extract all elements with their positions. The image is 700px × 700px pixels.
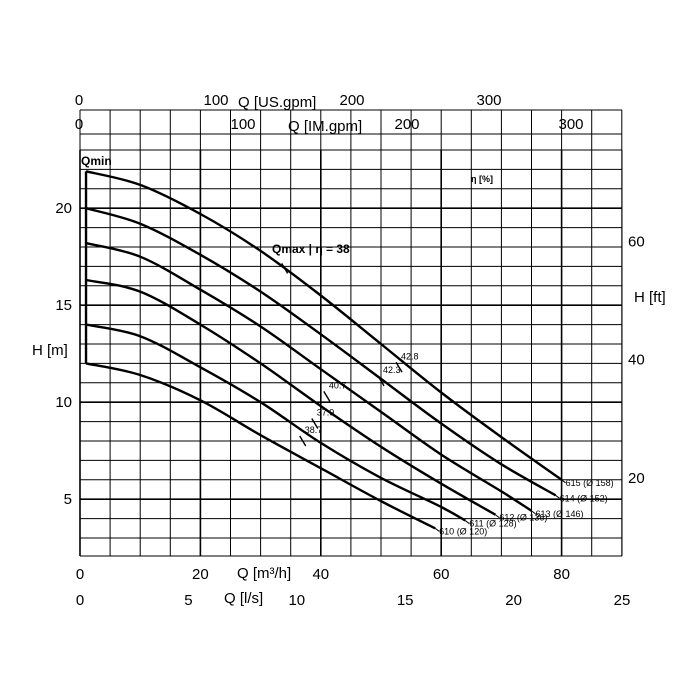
- curves: [85, 170, 566, 532]
- series-leader: [531, 510, 536, 515]
- y-axis-label: H [m]: [32, 342, 68, 359]
- series-label: 614 (Ø 152): [560, 493, 608, 503]
- series-leader: [434, 527, 440, 532]
- series-curve: [85, 323, 466, 522]
- y-tick-ft: 20: [628, 470, 645, 487]
- series-label: 610 (Ø 120): [439, 526, 487, 536]
- series-label: 612 (Ø 136): [499, 513, 547, 523]
- efficiency-label: 38.7: [305, 425, 323, 435]
- imgpm-axis-label: Q [IM.gpm]: [288, 118, 362, 135]
- series-leader: [464, 520, 470, 524]
- efficiency-label: 42.8: [401, 351, 419, 361]
- y-tick: 20: [55, 200, 72, 217]
- x-tick-usgpm: 0: [75, 92, 83, 109]
- x-tick-ls: 5: [184, 592, 192, 609]
- x-tick-ls: 15: [397, 592, 414, 609]
- y-tick: 5: [64, 491, 72, 508]
- series-curve: [85, 241, 533, 512]
- series-curve: [85, 278, 497, 516]
- x-tick-ls: 20: [505, 592, 522, 609]
- x-tick-imgpm: 200: [394, 116, 419, 133]
- x-tick-m3h: 60: [433, 566, 450, 583]
- y-tick-ft: 40: [628, 352, 645, 369]
- series-leader: [555, 494, 560, 499]
- efficiency-tick: [377, 375, 385, 387]
- x-tick-m3h: 20: [192, 566, 209, 583]
- y-tick: 15: [55, 297, 72, 314]
- series-curve: [85, 207, 557, 497]
- series-label: 615 (Ø 158): [566, 478, 614, 488]
- series-leader: [495, 514, 500, 519]
- x-tick-usgpm: 300: [476, 92, 501, 109]
- eta-label: η [%]: [471, 174, 493, 184]
- efficiency-label: 42.3: [383, 365, 401, 375]
- series-leader: [561, 479, 566, 484]
- usgpm-axis-label: Q [US.gpm]: [238, 94, 316, 111]
- x-tick-ls: 10: [288, 592, 305, 609]
- series-label: 611 (Ø 128): [469, 519, 516, 529]
- efficiency-label: 40.7: [329, 380, 347, 390]
- x-axis-label-ls: Q [l/s]: [224, 590, 263, 607]
- series-label: 613 (Ø 146): [536, 509, 584, 519]
- x-tick-ls: 0: [76, 592, 84, 609]
- x-tick-ls: 25: [614, 592, 631, 609]
- series-curve: [85, 170, 563, 481]
- y-tick-ft: 60: [628, 233, 645, 250]
- x-tick-imgpm: 100: [230, 116, 255, 133]
- qmax-label: Qmax | η = 38: [272, 242, 350, 256]
- x-tick-usgpm: 200: [339, 92, 364, 109]
- efficiency-tick: [323, 391, 331, 402]
- grid: [79, 109, 623, 557]
- y-tick: 10: [55, 394, 72, 411]
- labels: 0 20 40 60 80 0 5 10 15 20 25 0 100 200 300 0 100 200 300 5…: [55, 92, 644, 609]
- efficiency-tick: [281, 262, 289, 274]
- y-axis-right-label: H [ft]: [634, 289, 666, 306]
- x-axis-label-m3h: Q [m³/h]: [237, 565, 291, 582]
- efficiency-markers: [281, 262, 403, 447]
- qmin-label: Qmin: [81, 154, 112, 168]
- x-tick-imgpm: 300: [558, 116, 583, 133]
- x-tick-m3h: 0: [76, 566, 84, 583]
- x-tick-usgpm: 100: [203, 92, 228, 109]
- x-tick-m3h: 40: [312, 566, 329, 583]
- efficiency-tick: [299, 435, 307, 447]
- x-tick-imgpm: 0: [75, 116, 83, 133]
- efficiency-label: 37.9: [317, 408, 335, 418]
- efficiency-tick: [395, 361, 403, 373]
- efficiency-tick: [311, 418, 319, 429]
- x-tick-m3h: 80: [553, 566, 570, 583]
- series-curve: [85, 362, 436, 530]
